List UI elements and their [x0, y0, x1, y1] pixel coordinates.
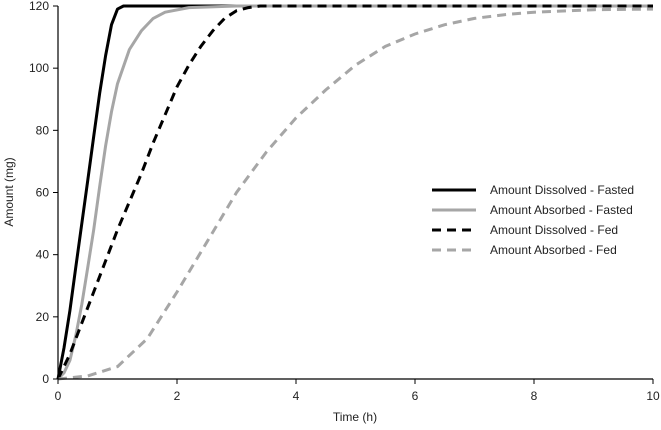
x-tick-label: 4	[293, 389, 300, 403]
series-line-2	[56, 4, 653, 381]
x-tick-label: 6	[412, 389, 419, 403]
y-tick-label: 100	[29, 61, 49, 75]
x-tick-label: 2	[174, 389, 181, 403]
legend-label: Amount Dissolved - Fasted	[490, 183, 634, 197]
legend: Amount Dissolved - Fasted Amount Absorbed…	[432, 183, 634, 257]
y-ticks: 0 20 40 60 80 100 120	[29, 0, 58, 386]
x-tick-label: 10	[646, 389, 660, 403]
y-axis-title: Amount (mg)	[2, 157, 16, 226]
legend-label: Amount Absorbed - Fed	[490, 243, 617, 257]
x-tick-label: 0	[55, 389, 62, 403]
legend-label: Amount Dissolved - Fed	[490, 223, 618, 237]
legend-label: Amount Absorbed - Fasted	[490, 203, 633, 217]
plot-lines	[56, 4, 654, 381]
x-tick-label: 8	[531, 389, 538, 403]
series-line-1	[56, 4, 653, 380]
y-tick-label: 20	[36, 310, 50, 324]
series-line-3	[56, 4, 653, 380]
y-tick-label: 40	[36, 248, 50, 262]
series-line-4	[57, 7, 654, 381]
y-tick-label: 120	[29, 0, 49, 13]
x-ticks: 0 2 4 6 8 10	[55, 379, 660, 403]
x-axis-title: Time (h)	[333, 410, 377, 424]
y-tick-label: 60	[36, 186, 50, 200]
y-tick-label: 80	[36, 123, 50, 137]
y-tick-label: 0	[42, 372, 49, 386]
